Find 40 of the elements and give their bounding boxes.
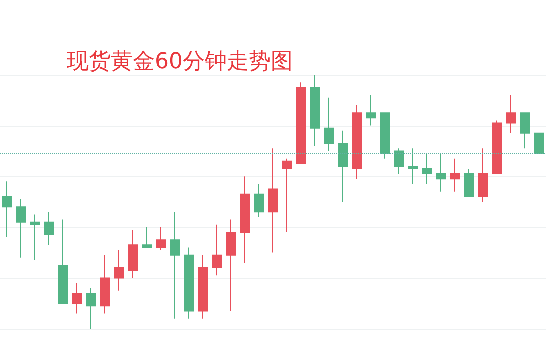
candlestick (86, 288, 96, 330)
candlestick (506, 94, 516, 134)
candlestick (170, 212, 180, 320)
candlestick (408, 148, 418, 185)
candlestick (492, 120, 502, 175)
chart-title: 现货黄金60分钟走势图 (67, 50, 293, 74)
candlestick (366, 94, 376, 126)
candlestick (156, 226, 166, 251)
candlestick (450, 158, 460, 192)
candlestick (380, 112, 390, 160)
candlestick (282, 158, 292, 233)
candlestick (198, 254, 208, 320)
candlestick (114, 250, 124, 292)
candlestick (338, 130, 348, 202)
candlestick (268, 148, 278, 254)
candlestick (44, 212, 54, 246)
candlestick (352, 104, 362, 180)
candlestick (534, 132, 544, 154)
candlestick (184, 247, 194, 320)
candlestick (324, 97, 334, 152)
candlestick (142, 226, 152, 248)
candlestick (58, 219, 68, 304)
candlestick (422, 153, 432, 185)
candlestick (436, 153, 446, 192)
candlestick (100, 254, 110, 314)
candlestick (30, 214, 40, 261)
candlestick (394, 148, 404, 175)
candlestick (310, 74, 320, 147)
candlestick (128, 229, 138, 279)
candlestick (464, 168, 474, 198)
candlestick (212, 224, 222, 276)
candlestick (226, 219, 236, 312)
candlestick (478, 148, 488, 202)
candlestick (240, 176, 250, 264)
candlestick (254, 184, 264, 218)
candlestick (16, 198, 26, 258)
candlestick (2, 181, 12, 238)
candlestick (520, 112, 530, 150)
candlestick (296, 82, 306, 164)
candlestick (72, 282, 82, 314)
